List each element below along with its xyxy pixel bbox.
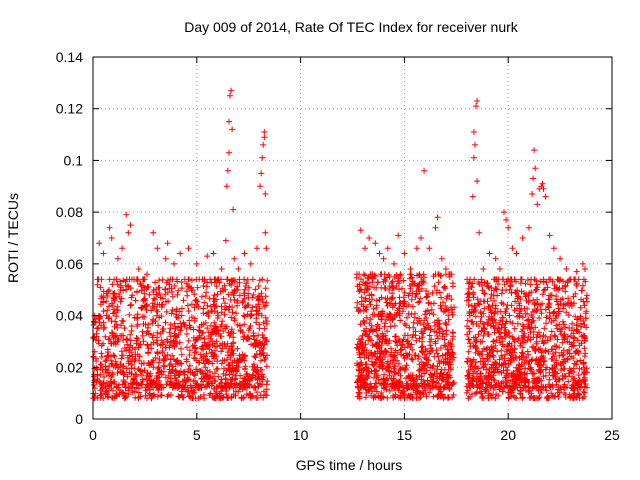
x-tick-label: 20 — [500, 427, 516, 443]
chart-title: Day 009 of 2014, Rate Of TEC Index for r… — [184, 19, 519, 35]
x-tick-label: 0 — [89, 427, 97, 443]
y-tick-label: 0.04 — [56, 308, 83, 324]
x-tick-labels: 0 5 10 15 20 25 — [89, 427, 620, 443]
plot-frame — [92, 56, 613, 420]
x-tick-label: 25 — [604, 427, 620, 443]
axis-ticks — [92, 56, 613, 420]
y-tick-label: 0.1 — [64, 152, 84, 168]
y-tick-label: 0.12 — [56, 101, 83, 117]
data-points — [90, 87, 590, 402]
y-tick-label: 0.14 — [56, 49, 83, 65]
y-tick-label: 0 — [75, 411, 83, 427]
x-tick-label: 10 — [293, 427, 309, 443]
y-tick-labels: 0 0.02 0.04 0.06 0.08 0.1 0.12 0.14 — [56, 49, 83, 427]
y-tick-label: 0.08 — [56, 204, 83, 220]
x-axis-label: GPS time / hours — [296, 457, 403, 473]
y-tick-label: 0.02 — [56, 359, 83, 375]
x-tick-label: 5 — [193, 427, 201, 443]
roti-point-markers — [90, 87, 590, 402]
x-tick-label: 15 — [397, 427, 413, 443]
y-axis-label: ROTI / TECUs — [5, 193, 21, 283]
y-tick-label: 0.06 — [56, 256, 83, 272]
